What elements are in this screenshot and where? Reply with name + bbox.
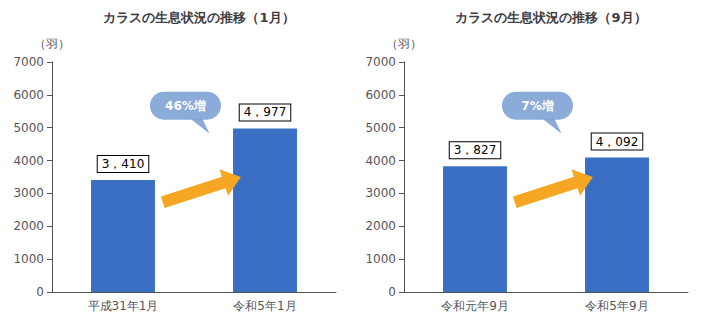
svg-text:令和元年9月: 令和元年9月 (441, 299, 509, 313)
svg-text:1000: 1000 (13, 252, 44, 266)
svg-text:4000: 4000 (13, 154, 44, 168)
svg-text:7%増: 7%増 (521, 99, 553, 113)
svg-text:5000: 5000 (365, 121, 396, 135)
svg-text:令和5年9月: 令和5年9月 (585, 299, 648, 313)
svg-text:5000: 5000 (13, 121, 44, 135)
svg-text:6000: 6000 (13, 88, 44, 102)
svg-text:カラスの生息状況の推移（9月）: カラスの生息状況の推移（9月） (455, 10, 646, 25)
svg-text:3000: 3000 (13, 186, 44, 200)
svg-text:カラスの生息状況の推移（1月）: カラスの生息状況の推移（1月） (103, 10, 294, 25)
svg-text:0: 0 (388, 285, 396, 299)
svg-text:3，410: 3，410 (102, 157, 145, 171)
svg-text:令和5年1月: 令和5年1月 (233, 299, 296, 313)
svg-text:2000: 2000 (365, 219, 396, 233)
svg-text:4000: 4000 (365, 154, 396, 168)
svg-text:3，827: 3，827 (454, 143, 497, 157)
svg-text:（羽）: （羽） (386, 37, 422, 51)
svg-text:1000: 1000 (365, 252, 396, 266)
svg-text:7000: 7000 (13, 55, 44, 69)
svg-text:0: 0 (36, 285, 44, 299)
svg-text:4，092: 4，092 (596, 135, 639, 149)
svg-text:4，977: 4，977 (244, 105, 287, 119)
svg-text:平成31年1月: 平成31年1月 (88, 299, 159, 313)
svg-text:3000: 3000 (365, 186, 396, 200)
svg-text:7000: 7000 (365, 55, 396, 69)
svg-text:6000: 6000 (365, 88, 396, 102)
svg-text:（羽）: （羽） (34, 37, 70, 51)
svg-text:46%増: 46%増 (165, 99, 206, 113)
svg-text:2000: 2000 (13, 219, 44, 233)
